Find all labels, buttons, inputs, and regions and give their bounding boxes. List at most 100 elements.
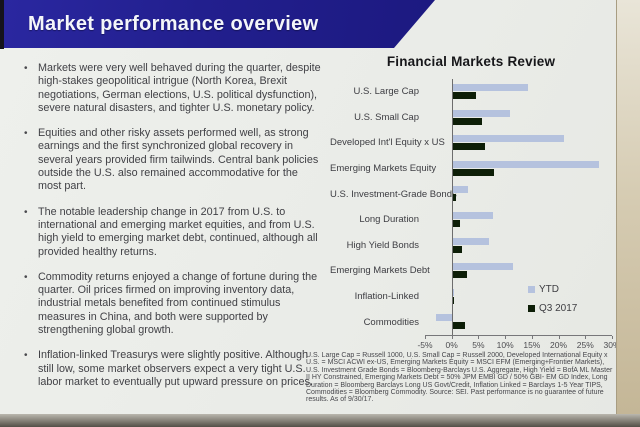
bar-ytd [451, 288, 455, 296]
bar-q3 [451, 117, 483, 125]
chart-category-label: Commodities [363, 316, 419, 328]
chart-category-label: U.S. Small Cap [354, 111, 419, 123]
ytd-swatch-icon [528, 286, 535, 293]
chart-legend: YTD Q3 2017 [528, 284, 577, 314]
chart-bar-group [425, 156, 612, 182]
bullet-item: • Inflation-linked Treasurys were slightl… [24, 349, 322, 389]
bar-q3 [451, 219, 460, 227]
bar-q3 [451, 168, 494, 176]
chart-footnote: U.S. Large Cap = Russell 1000, U.S. Smal… [306, 352, 613, 404]
legend-item-ytd: YTD [528, 284, 577, 295]
bullet-text: Commodity returns enjoyed a change of fo… [38, 270, 318, 337]
axis-tick-label: 20% [550, 339, 568, 350]
bar-q3 [451, 245, 463, 253]
bar-q3 [451, 194, 456, 202]
photo-edge-right [616, 0, 640, 427]
chart-bar-group [425, 258, 612, 284]
chart-row: Commodities [330, 309, 612, 335]
axis-tick [612, 335, 613, 339]
bullet-item: • Equities and other risky assets perform… [24, 127, 322, 193]
axis-tick [531, 335, 533, 339]
bar-ytd [451, 84, 528, 91]
chart-bar-group [425, 181, 612, 207]
axis-tick-label: 0% [445, 339, 458, 350]
bullet-marker-icon: • [24, 350, 28, 362]
axis-tick-label: -5% [417, 339, 433, 350]
chart-bar-group [425, 207, 612, 233]
bar-q3 [451, 271, 468, 279]
chart-title: Financial Markets Review [386, 54, 556, 69]
q3-swatch-icon [528, 305, 535, 312]
axis-tick [585, 335, 587, 339]
chart-bar-group [425, 105, 612, 131]
photo-edge-bottom [0, 414, 640, 427]
chart-bar-group [425, 233, 612, 259]
bar-ytd [451, 160, 600, 168]
chart-row: U.S. Small Cap [330, 105, 612, 131]
axis-tick [451, 335, 453, 339]
bar-ytd [451, 263, 513, 271]
bar-ytd [451, 186, 469, 194]
slide-title: Market performance overview [28, 12, 319, 35]
bullet-text: Inflation-linked Treasurys were slightly… [38, 349, 313, 388]
chart-row: Developed Int'l Equity x US [330, 130, 612, 156]
zero-axis-line [451, 79, 453, 335]
bullet-item: • The notable leadership change in 2017 f… [24, 206, 322, 259]
bullet-list: • Markets were very well behaved during t… [24, 62, 322, 389]
bullet-marker-icon: • [24, 63, 28, 74]
bar-ytd [436, 314, 452, 322]
chart-bar-group [425, 309, 612, 335]
bar-q3 [451, 143, 485, 151]
chart-category-label: Inflation-Linked [354, 291, 419, 303]
chart-row: Long Duration [330, 207, 612, 233]
bullet-marker-icon: • [24, 128, 28, 140]
bullet-item: • Markets were very well behaved during t… [24, 62, 322, 115]
bullet-text: Markets were very well behaved during th… [38, 62, 321, 114]
chart-row: U.S. Large Cap [330, 79, 612, 105]
chart-row: Inflation-Linked [330, 284, 612, 310]
bullet-text: The notable leadership change in 2017 fr… [38, 205, 318, 258]
chart-row: U.S. Investment-Grade Bonds [330, 181, 612, 207]
bar-q3 [451, 296, 454, 304]
chart-bar-group [425, 284, 612, 310]
chart-category-label: U.S. Investment-Grade Bonds [330, 188, 457, 200]
chart-bar-group [425, 79, 612, 105]
bar-q3 [451, 322, 466, 330]
bar-ytd [451, 135, 565, 143]
axis-tick-label: 15% [523, 339, 541, 350]
axis-tick [505, 335, 507, 339]
bullet-text: Equities and other risky assets performe… [38, 127, 319, 193]
axis-tick-label: 25% [576, 339, 594, 350]
legend-label-q3: Q3 2017 [539, 303, 578, 314]
photo-edge-left [0, 0, 4, 49]
legend-label-ytd: YTD [539, 284, 559, 295]
chart-category-label: Developed Int'l Equity x US [330, 137, 445, 149]
chart-category-label: Long Duration [359, 214, 419, 226]
chart-row: Emerging Markets Equity [330, 156, 612, 182]
chart-bar-group [425, 130, 612, 156]
chart-category-label: Emerging Markets Equity [330, 163, 437, 175]
chart-category-label: Emerging Markets Debt [330, 265, 430, 277]
bullet-item: • Commodity returns enjoyed a change of f… [24, 271, 322, 337]
chart-row: Emerging Markets Debt [330, 258, 612, 284]
bullet-marker-icon: • [24, 271, 28, 283]
legend-item-q3: Q3 2017 [528, 303, 577, 314]
chart-plot-area: U.S. Large Cap U.S. Small Cap Developed In… [330, 79, 612, 335]
axis-tick [478, 335, 480, 339]
chart-category-label: High Yield Bonds [346, 239, 419, 251]
bar-ytd [451, 211, 493, 219]
axis-tick-label: 5% [472, 339, 485, 350]
bar-ytd [451, 237, 490, 245]
bar-q3 [451, 92, 476, 99]
chart-x-axis: -5% 0% 5% 10% 15% 20% 25% 30% [417, 334, 621, 352]
bar-ytd [451, 109, 510, 117]
chart-row: High Yield Bonds [330, 233, 612, 259]
axis-tick-label: 10% [496, 339, 514, 350]
bullet-marker-icon: • [24, 206, 28, 218]
axis-tick [558, 335, 560, 339]
chart-category-label: U.S. Large Cap [353, 86, 419, 98]
axis-tick-label: 30% [603, 339, 621, 350]
financial-markets-chart: Financial Markets Review U.S. Large Cap U… [330, 54, 621, 352]
axis-tick [425, 335, 426, 339]
title-banner: Market performance overview [4, 0, 435, 48]
